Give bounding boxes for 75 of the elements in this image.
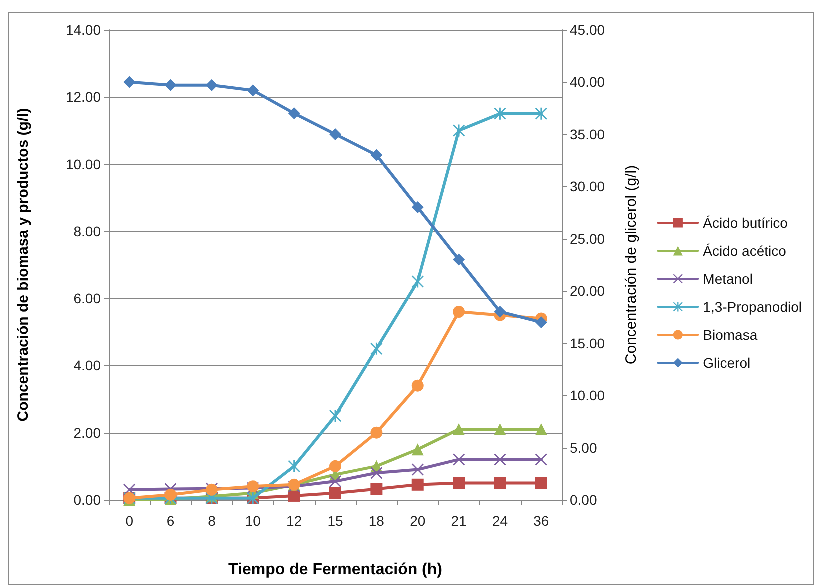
point (412, 444, 424, 456)
point (494, 306, 506, 318)
point (535, 316, 548, 328)
y2-tick-label: 40.00 (570, 74, 606, 90)
x-tick-label: 20 (410, 513, 426, 529)
point (330, 487, 342, 500)
point (453, 477, 466, 490)
point (453, 454, 466, 466)
x-tick-label: 18 (368, 513, 385, 529)
point (494, 424, 506, 436)
point (247, 84, 260, 97)
legend-label: Metanol (703, 271, 753, 287)
y2-tick-label: 30.00 (570, 178, 606, 195)
point (412, 276, 424, 288)
legend-label: Ácido butírico (703, 215, 788, 231)
x-tick-label: 0 (126, 513, 134, 529)
x-tick-label: 24 (492, 513, 508, 529)
y-tick-label: 2.00 (74, 424, 102, 441)
point (164, 488, 177, 501)
y2-tick-label: 5.00 (570, 440, 598, 456)
x-tick-label: 6 (166, 513, 175, 529)
point (370, 467, 383, 480)
point (288, 460, 300, 472)
y2-tick-label: 20.00 (570, 283, 606, 300)
y-tick-label: 0.00 (74, 492, 102, 508)
point (370, 426, 383, 439)
point (330, 128, 342, 140)
y-tick-label: 12.00 (66, 89, 102, 106)
y-tick-label: 6.00 (74, 290, 102, 307)
point (453, 424, 466, 436)
y-tick-label: 4.00 (74, 358, 102, 374)
x-tick-label: 10 (245, 513, 262, 529)
point (535, 108, 548, 120)
point (453, 306, 466, 318)
point (453, 124, 466, 137)
x-tick-label: 8 (208, 513, 216, 529)
y2-tick-label: 15.00 (570, 335, 606, 352)
point (535, 454, 548, 466)
legend-label: 1,3-Propanodiol (703, 299, 802, 315)
point (370, 149, 383, 162)
y2-tick-label: 10.00 (570, 388, 606, 404)
point (535, 477, 548, 490)
point (453, 254, 466, 266)
legend-label: Glicerol (703, 355, 751, 371)
y2-tick-label: 35.00 (570, 126, 606, 142)
y-tick-label: 8.00 (74, 223, 102, 240)
x-axis-title: Tiempo de Fermentación (h) (228, 562, 442, 578)
x-tick-label: 36 (534, 513, 550, 529)
y2-tick-label: 25.00 (570, 230, 606, 247)
y2-tick-label: 45.00 (570, 22, 606, 38)
point (494, 454, 506, 466)
point (330, 460, 342, 472)
point (494, 108, 506, 120)
point (412, 380, 424, 392)
x-tick-label: 12 (286, 513, 302, 529)
point (370, 342, 383, 355)
legend-label: Ácido acético (703, 243, 787, 259)
point (494, 477, 506, 490)
point (288, 108, 300, 120)
y-tick-label: 14.00 (66, 22, 102, 38)
point (412, 202, 424, 214)
point (206, 79, 218, 92)
x-tick-label: 15 (328, 513, 344, 529)
point (535, 424, 548, 436)
point (164, 79, 177, 92)
point (412, 478, 424, 491)
y-axis-title: Concentración de biomasa y productos (g/l) (15, 108, 32, 422)
legend-label: Biomasa (703, 327, 758, 343)
y2-tick-label: 0.00 (570, 492, 598, 508)
point (412, 464, 424, 476)
point (370, 483, 383, 496)
x-tick-label: 21 (451, 513, 468, 529)
y-tick-label: 10.00 (66, 156, 102, 172)
point (124, 76, 136, 88)
y2-axis-title: Concentración de glicerol (g/l) (623, 165, 640, 365)
